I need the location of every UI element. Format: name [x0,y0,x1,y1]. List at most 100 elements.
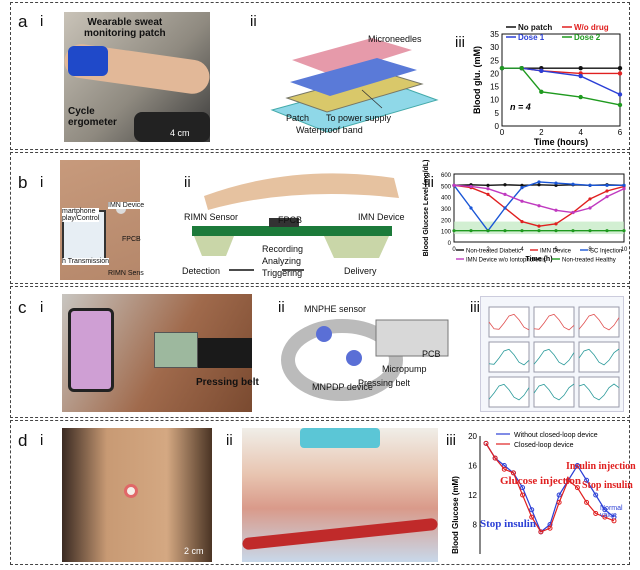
x-tick-label: 4 [578,128,583,137]
series-1-point [547,525,553,531]
belt-ring [281,319,403,401]
x-tick-label: 8 [588,247,592,253]
series-0-point [503,183,507,187]
mini-panel [578,341,620,373]
device-cap [300,428,380,448]
skin-patch-photo [62,428,212,562]
series-line-1 [485,443,615,533]
y-tick-label: 12 [468,491,477,500]
series-1-point [537,224,541,228]
series-4-point [622,229,626,233]
series-1-point [574,485,580,491]
panel-a-letter: a [18,12,28,31]
mini-series [488,383,530,401]
series-1-point [611,518,617,524]
y-axis-label: Blood Glucose Level (mg/dL) [423,160,430,256]
closed-loop-illustration [241,428,439,562]
series-1-point [605,189,609,193]
series-0-point [574,463,580,468]
series-4-point [554,229,558,233]
y-tick-label: 400 [441,196,452,202]
scale-4cm: 4 cm [170,128,190,138]
y-tick-label: 30 [490,43,499,52]
power-label: To power supply [326,113,392,123]
series-1-point [520,492,526,498]
series-1-point [529,514,535,520]
series-4-point [571,229,575,233]
series-3-point [486,187,490,191]
series-4-point [486,229,490,233]
glucose-injection-label: Glucose injection [500,475,581,487]
series-2-point [554,181,558,185]
fpcb-label-ii: FPCB [278,215,303,225]
scale-2cm: 2 cm [184,546,204,556]
mini-series [533,348,575,366]
series-2-point [539,68,544,73]
plot-frame [453,173,625,243]
panel-a-ii-roman: ii [250,13,257,30]
series-2-point [520,186,524,190]
series-2-point [588,183,592,187]
rimn-sensor-label-i: RIMN Sens [108,270,144,277]
y-tick-label: 500 [441,184,452,190]
series-0-point [617,65,623,71]
rimn-system-diagram [192,173,399,271]
rimn-sensor-label-ii: RIMN Sensor [184,212,239,222]
series-3-point [578,94,583,100]
y-tick-label: 16 [468,462,477,471]
series-1-point [510,470,516,476]
wearable-arm-photo [62,294,252,412]
series-0-point [537,183,541,187]
series-4-point [520,229,524,233]
needle-array-right [324,236,389,258]
series-1-point [483,440,489,446]
mini-series [578,348,620,366]
series-3-point [554,208,558,212]
mnpdp-device-disc [346,350,362,366]
chart-c-mini-grid [488,306,620,408]
microneedle-patch-diagram [270,38,439,133]
mini-panel [578,376,620,408]
x-axis-label: Time (hours) [534,137,588,147]
y-tick-label: 300 [441,207,452,213]
normal-value-label: Normal value [600,505,623,519]
x-tick-label: 10 [621,247,628,253]
series-line-0 [485,443,615,533]
y-tick-label: 0 [495,122,500,131]
pcb-box [154,332,198,368]
y-tick-label: 8 [473,521,478,530]
series-0-point [584,477,590,483]
microneedles-label: Microneedles [368,34,422,44]
legend-label: SC Injection [590,249,622,255]
legend-label: Without closed-loop device [514,432,598,439]
y-tick-label: 25 [490,56,499,65]
y-tick-label: 200 [441,218,452,224]
step-analyzing: Analyzing [262,256,302,266]
pressing-belt-label-i: Pressing belt [196,377,259,388]
mini-panel [533,341,575,373]
panel-c-ii-roman: ii [278,299,285,316]
panel-b-letter: b [18,173,28,192]
series-2-point [469,206,473,210]
n-annotation: n = 4 [510,102,531,112]
series-3-point [503,192,507,196]
x-tick-label: 6 [618,128,623,137]
x-tick-label: 0 [500,128,505,137]
imn-device-dot [116,204,126,214]
legend-label: IMN Device w/o Iontophoresis [466,258,546,264]
series-3-point [588,206,592,210]
legend-label: Non-treated Healthy [562,258,616,264]
mini-panel [578,306,620,338]
pressing-belt-label-ii: Pressing belt [358,378,411,388]
x-tick-label: 2 [539,128,544,137]
series-2-point [571,182,575,186]
series-1-point [556,499,562,505]
mini-panel [533,306,575,338]
fpcb-label-i: FPCB [122,236,141,243]
x-axis-label: Time (h) [525,256,552,263]
chart-d-closed-loop: 8 12 16 20 Blood Glucose (mM) Without closed-… [451,432,617,554]
y-axis-label: Blood glu. (mM) [472,46,482,114]
panel-d-letter: d [18,431,28,450]
series-1-point [554,222,558,226]
